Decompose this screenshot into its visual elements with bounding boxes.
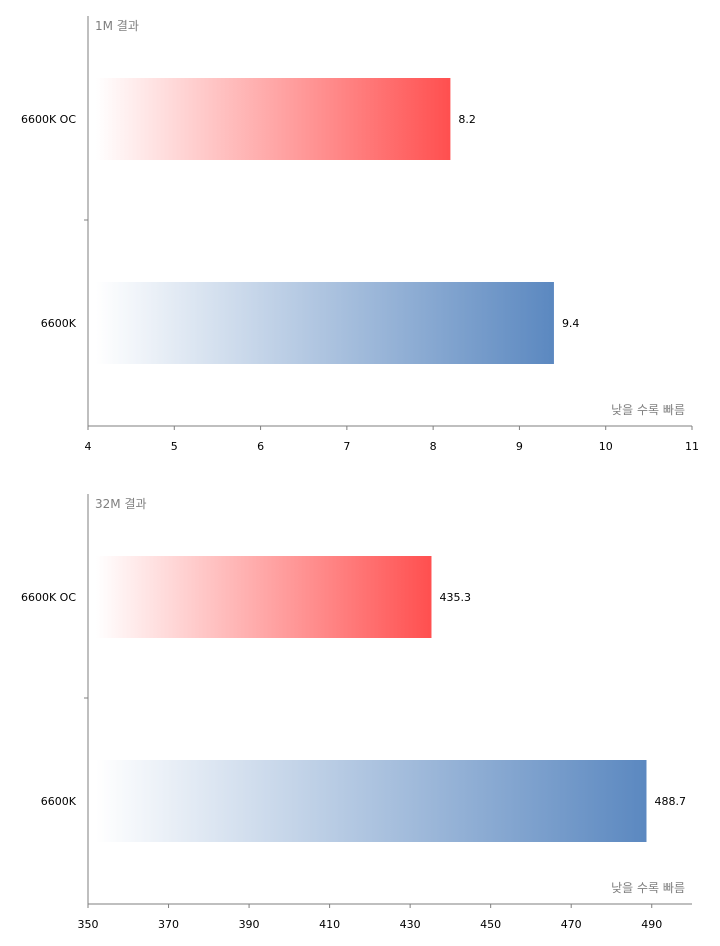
chart-1m-title: 1M 결과: [95, 19, 139, 33]
chart-32m-value-label: 488.7: [654, 795, 686, 808]
x-tick-label: 430: [400, 918, 421, 931]
chart-32m: 32M 결과 낮을 수록 빠름 350 370 390 410 430 450 470 490…: [21, 494, 692, 931]
chart-1m-value-label: 8.2: [458, 113, 476, 126]
x-tick-label: 470: [561, 918, 582, 931]
chart-1m-bar: [96, 282, 554, 364]
chart-32m-value-label: 435.3: [439, 591, 471, 604]
chart-32m-category-label: 6600K OC: [21, 591, 76, 604]
x-tick-label: 450: [480, 918, 501, 931]
x-tick-label: 370: [158, 918, 179, 931]
chart-1m-category-label: 6600K OC: [21, 113, 76, 126]
chart-32m-bar: [96, 760, 647, 842]
x-tick-label: 5: [171, 440, 178, 453]
x-tick-label: 350: [78, 918, 99, 931]
x-tick-label: 11: [685, 440, 699, 453]
chart-32m-title: 32M 결과: [95, 497, 147, 511]
chart-1m-value-label: 9.4: [562, 317, 580, 330]
chart-1m-bar: [96, 78, 451, 160]
x-tick-label: 4: [85, 440, 92, 453]
x-tick-label: 410: [319, 918, 340, 931]
x-tick-label: 7: [343, 440, 350, 453]
chart-32m-category-label: 6600K: [41, 795, 77, 808]
chart-32m-bar: [96, 556, 432, 638]
x-tick-label: 9: [516, 440, 523, 453]
x-tick-label: 390: [239, 918, 260, 931]
x-tick-label: 8: [430, 440, 437, 453]
x-tick-label: 6: [257, 440, 264, 453]
x-tick-label: 490: [641, 918, 662, 931]
chart-1m-note: 낮을 수록 빠름: [611, 403, 685, 417]
chart-1m: 1M 결과 낮을 수록 빠름 4 5 6 7 8 9 10 11 6600K OC 6600K…: [21, 16, 699, 453]
chart-32m-note: 낮을 수록 빠름: [611, 881, 685, 895]
x-tick-label: 10: [599, 440, 613, 453]
chart-1m-category-label: 6600K: [41, 317, 77, 330]
